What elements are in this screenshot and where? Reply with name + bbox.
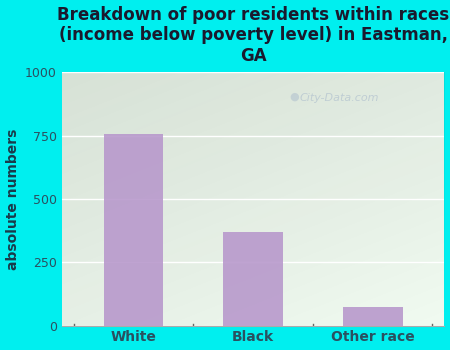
- Title: Breakdown of poor residents within races
(income below poverty level) in Eastman: Breakdown of poor residents within races…: [57, 6, 449, 65]
- Bar: [104, 134, 163, 326]
- Bar: [343, 307, 403, 326]
- Text: ●: ●: [289, 91, 299, 101]
- Text: City-Data.com: City-Data.com: [299, 92, 378, 103]
- Y-axis label: absolute numbers: absolute numbers: [5, 128, 19, 270]
- Bar: [223, 232, 283, 326]
